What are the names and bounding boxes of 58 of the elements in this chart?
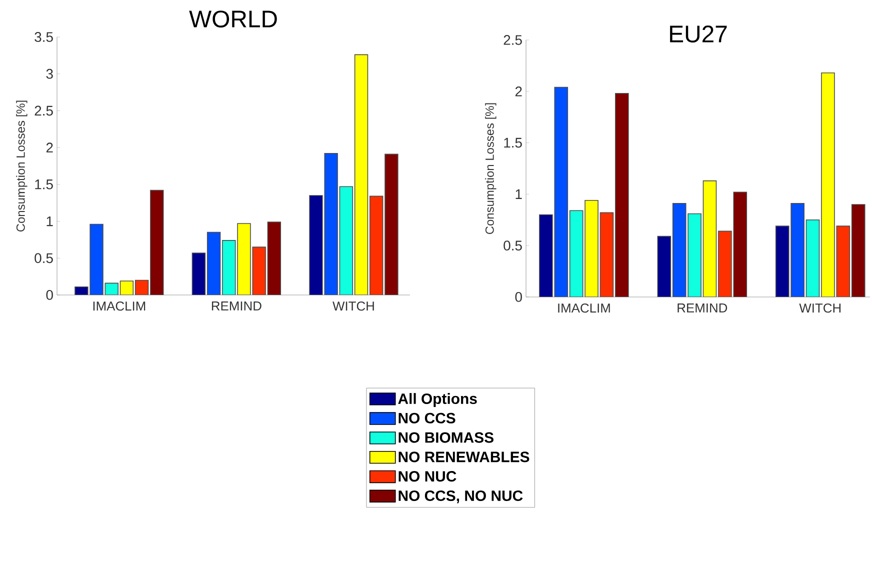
bar [354, 54, 368, 295]
bar [206, 232, 221, 295]
legend-label: NO NUC [398, 471, 456, 482]
bar [339, 186, 354, 295]
bar [672, 203, 686, 297]
bar [584, 200, 598, 297]
bar [324, 153, 338, 295]
bar [120, 280, 134, 295]
x-tick-label: REMIND [678, 304, 728, 312]
legend-label: All Options [398, 393, 477, 407]
x-tick-label: REMIND [212, 302, 262, 310]
bar [733, 192, 748, 297]
bar [90, 224, 104, 295]
y-tick-label: 3.5 [34, 32, 53, 42]
y-tick-label: 1 [46, 216, 53, 226]
y-tick-label: 2 [46, 142, 53, 152]
x-tick-label: WITCH [799, 303, 841, 313]
bar [821, 72, 835, 297]
bar [851, 204, 866, 297]
y-tick-label: 0.5 [504, 240, 522, 251]
y-tick-label: 2.5 [504, 35, 522, 45]
bar [384, 154, 398, 295]
legend-label: NO RENEWABLES [398, 452, 530, 462]
bar [554, 86, 568, 297]
y-tick-label: 2 [515, 86, 522, 96]
bar [615, 93, 629, 297]
bar [237, 223, 251, 295]
y-axis-title: Consumption Losses [%] [16, 100, 28, 232]
bar [600, 212, 614, 297]
x-tick-label: IMACLIM [93, 301, 146, 311]
legend-label: NO CCS, NO NUC [398, 490, 523, 504]
bar [790, 203, 804, 297]
y-axis-title: Consumption Losses [%] [485, 103, 496, 234]
y-tick-label: 1 [516, 189, 522, 199]
y-tick-label: 1.5 [504, 138, 522, 148]
bar [718, 230, 732, 297]
bar [539, 214, 553, 297]
y-tick-label: 3 [46, 68, 53, 79]
bar [370, 196, 384, 295]
y-tick-label: 1.5 [35, 180, 53, 190]
bar [702, 180, 717, 297]
bar [252, 246, 266, 295]
y-tick-label: 0 [515, 292, 522, 302]
bar [150, 190, 164, 295]
y-tick-label: 0.5 [34, 253, 53, 264]
bar [222, 240, 236, 295]
x-tick-label: IMACLIM [558, 303, 610, 313]
bar [836, 226, 850, 297]
legend-label: NO BIOMASS [398, 432, 494, 443]
bar [775, 226, 790, 297]
bar [657, 236, 672, 297]
x-tick-label: WITCH [332, 301, 374, 311]
chart-title: WORLD [189, 10, 277, 28]
chart-title: EU27 [670, 26, 727, 42]
bar [267, 222, 282, 295]
y-tick-label: 0 [46, 290, 53, 300]
y-tick-label: 2.5 [34, 106, 53, 116]
legend-label: NO CCS [398, 412, 456, 424]
